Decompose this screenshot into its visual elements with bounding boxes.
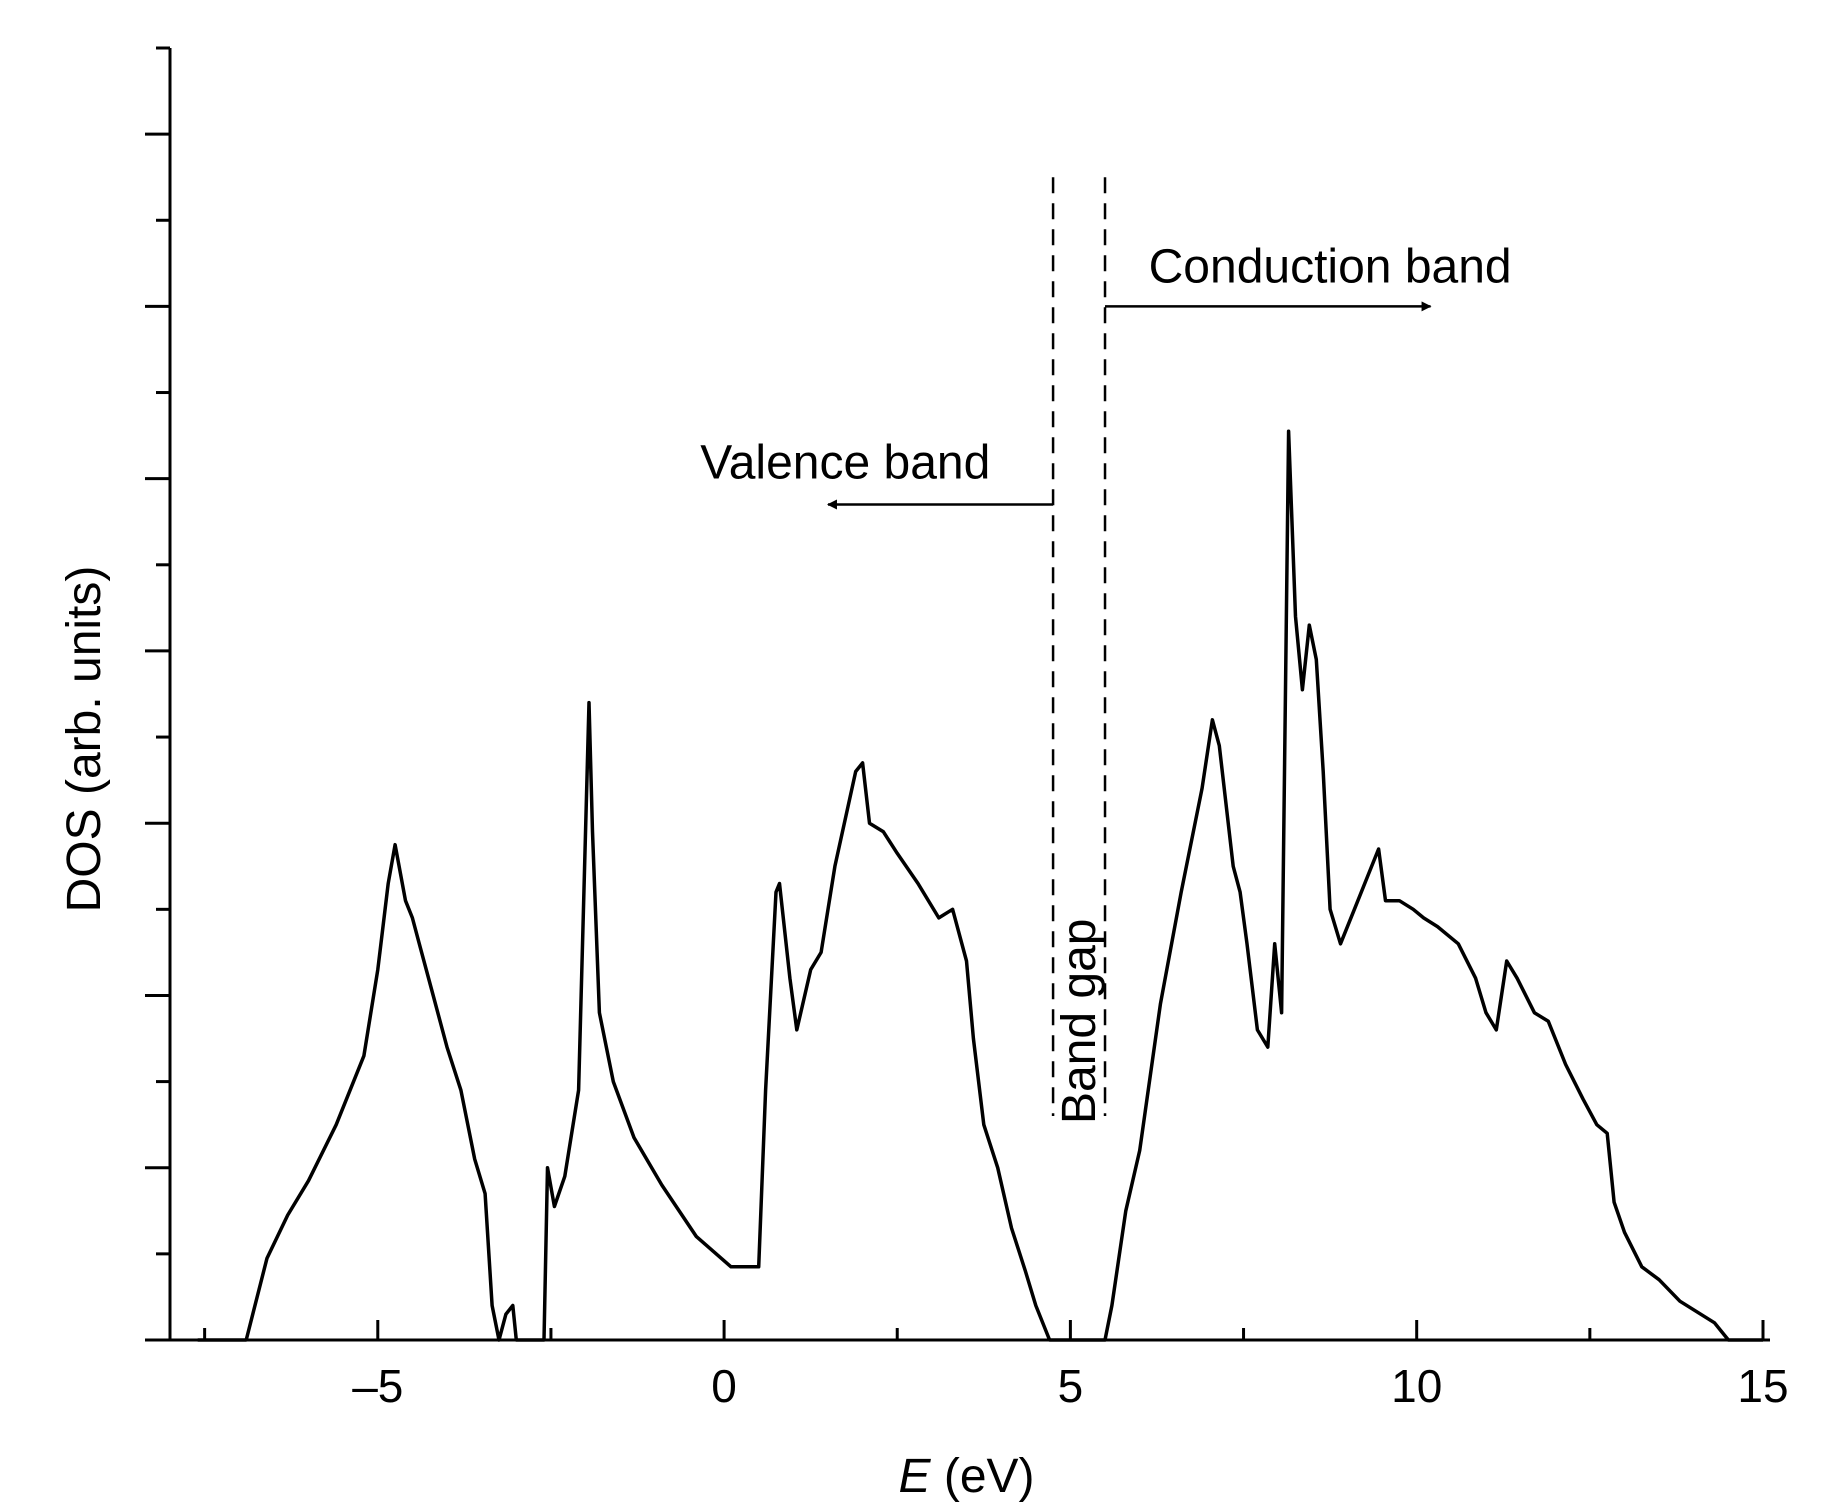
x-tick-label: 5 [1058,1360,1084,1412]
x-tick-label: 0 [711,1360,737,1412]
band-gap-label: Band gap [1053,919,1106,1125]
x-tick-label: 15 [1737,1360,1788,1412]
x-axis-label-unit: (eV) [931,1450,1035,1503]
y-ticks [145,46,170,1342]
axes: –5 0 5 10 15 [145,46,1789,1412]
x-ticks: –5 0 5 10 15 [203,1320,1789,1412]
x-tick-label: –5 [352,1360,403,1412]
x-axis-label-symbol: E [898,1450,931,1503]
annotations: Valence band Conduction band Band gap [700,177,1512,1125]
conduction-band-label: Conduction band [1149,240,1512,293]
dos-series-line [197,429,1763,1342]
x-tick-label: 10 [1391,1360,1442,1412]
x-axis-label: E (eV) [898,1450,1034,1503]
valence-band-label: Valence band [700,437,990,490]
y-axis-label: DOS (arb. units) [58,566,111,913]
